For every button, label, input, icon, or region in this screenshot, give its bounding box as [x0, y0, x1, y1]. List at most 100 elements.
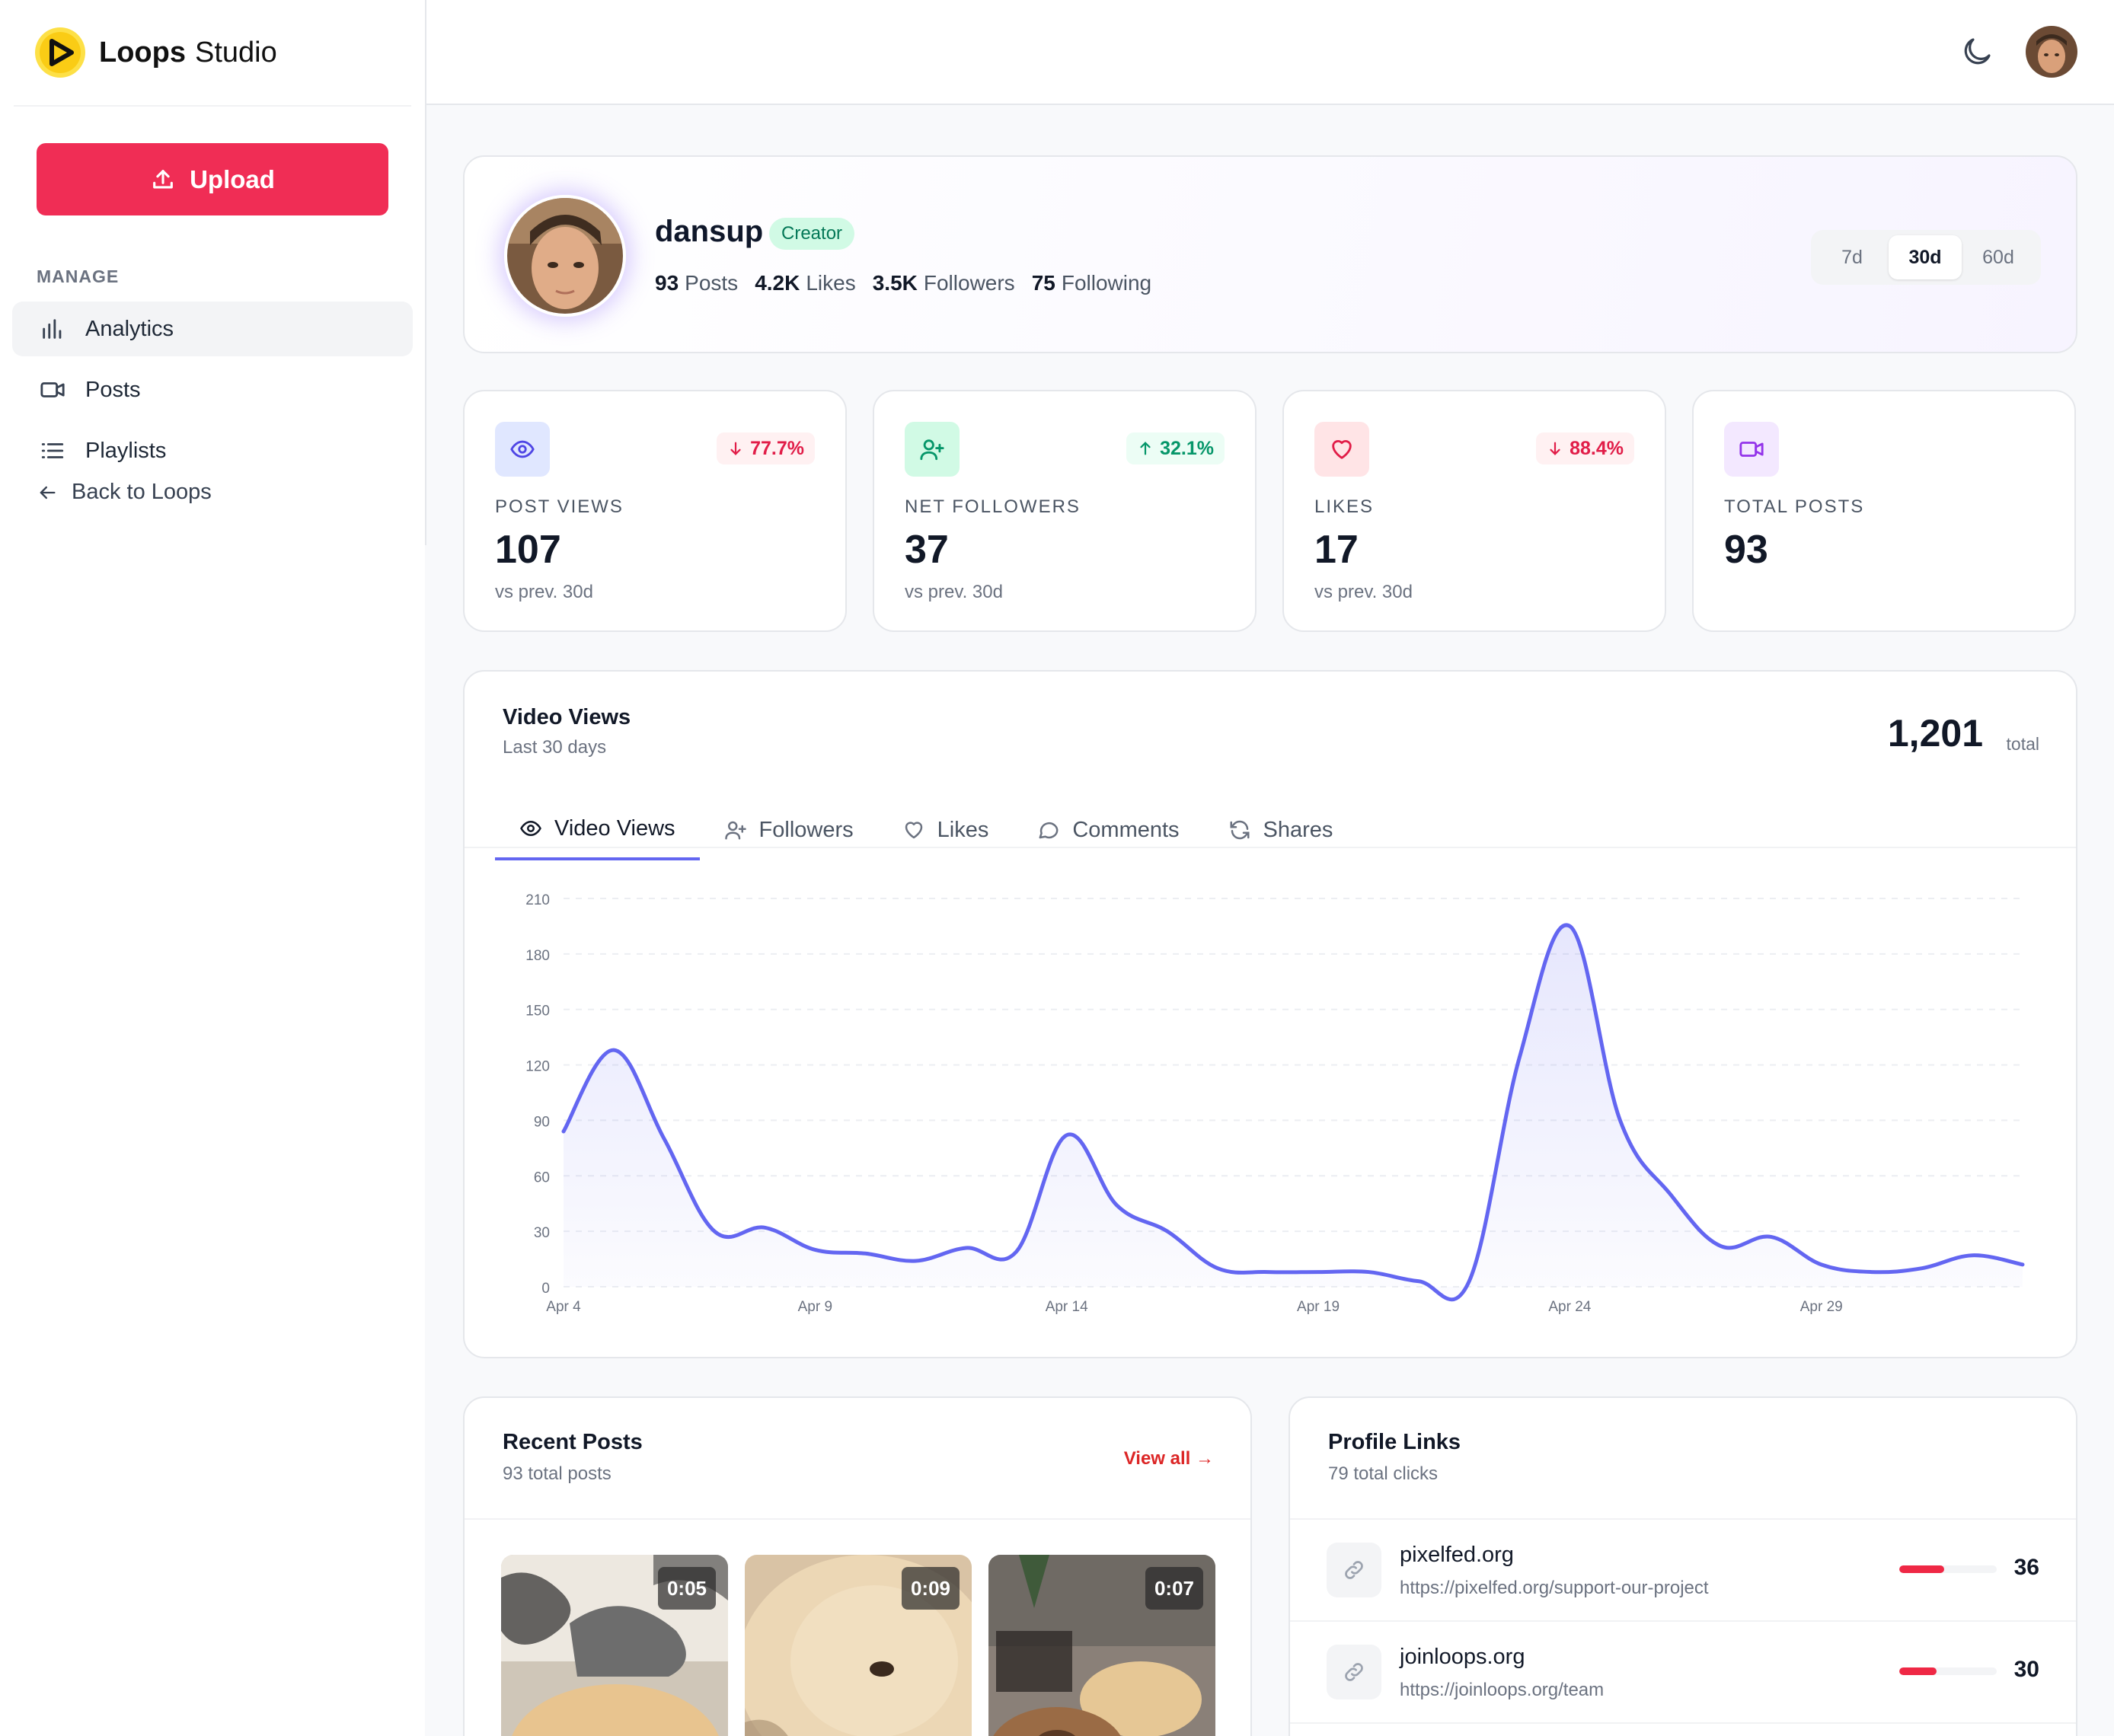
kpi-icon-wrap [495, 422, 550, 477]
video-icon [1739, 442, 1764, 457]
kpi-card-net-followers: 32.1% NET FOLLOWERS 37 vs prev. 30d [873, 390, 1257, 632]
profile-links-subtitle: 79 total clicks [1328, 1463, 1439, 1484]
tab-followers[interactable]: Followers [700, 799, 878, 860]
eye-icon [520, 820, 541, 837]
brand-suffix: Studio [194, 36, 277, 69]
chart-title: Video Views [503, 705, 631, 729]
user-plus-icon [920, 439, 944, 461]
comment-icon [1039, 822, 1059, 839]
arrow-left-icon [40, 486, 56, 499]
heart-icon [905, 822, 922, 839]
kpi-value: 37 [905, 528, 949, 572]
link-name: pixelfed.org [1400, 1543, 1514, 1567]
range-30d-button[interactable]: 30d [1889, 235, 1962, 279]
kpi-icon-wrap [1724, 422, 1779, 477]
sidebar-item-label: Analytics [85, 316, 174, 341]
x-tick-label: Apr 24 [1548, 1299, 1591, 1315]
y-tick-label: 180 [525, 948, 550, 964]
kpi-subtext: vs prev. 30d [495, 582, 593, 602]
link-click-count: 36 [2013, 1555, 2039, 1580]
video-icon [40, 382, 65, 397]
link-row[interactable]: pixelfed.org https://pixelfed.org/suppor… [1290, 1520, 2076, 1622]
arrow-down-icon [1550, 442, 1560, 455]
kpi-value: 93 [1724, 528, 1768, 572]
sidebar-item-posts[interactable]: Posts [12, 362, 413, 417]
kpi-subtext: vs prev. 30d [1314, 582, 1413, 602]
kpi-label: POST VIEWS [495, 496, 624, 517]
x-tick-label: Apr 29 [1800, 1299, 1843, 1315]
back-label: Back to Loops [72, 480, 212, 504]
profile-avatar [504, 195, 626, 317]
upload-label: Upload [190, 164, 275, 193]
bar-chart-icon [43, 319, 62, 339]
arrow-down-icon [730, 442, 741, 455]
back-to-loops-link[interactable]: Back to Loops [37, 480, 212, 505]
kpi-label: NET FOLLOWERS [905, 496, 1081, 517]
profile-links-title: Profile Links [1328, 1430, 1461, 1454]
username: dansup [655, 215, 764, 248]
y-tick-label: 0 [541, 1281, 550, 1297]
brand[interactable]: Loops Studio [35, 27, 277, 78]
moon-icon[interactable] [1959, 34, 1995, 70]
range-7d-button[interactable]: 7d [1815, 235, 1889, 279]
link-icon [1345, 1561, 1363, 1579]
chart-total-value: 1,201 [1887, 712, 1983, 755]
recent-posts-title: Recent Posts [503, 1430, 643, 1454]
section-label: MANAGE [37, 266, 120, 286]
y-tick-label: 30 [534, 1225, 550, 1241]
x-tick-label: Apr 19 [1297, 1299, 1340, 1315]
x-tick-label: Apr 4 [546, 1299, 581, 1315]
tabs-divider [465, 847, 2076, 848]
range-60d-button[interactable]: 60d [1962, 235, 2035, 279]
tab-video-views[interactable]: Video Views [495, 799, 700, 860]
divider [1290, 1620, 2076, 1622]
kpi-icon-wrap [1314, 422, 1369, 477]
video-duration: 0:09 [901, 1567, 960, 1610]
tab-likes[interactable]: Likes [878, 799, 1014, 860]
posts-stat: 93 Posts [655, 271, 739, 295]
kpi-label: TOTAL POSTS [1724, 496, 1865, 517]
tab-shares[interactable]: Shares [1204, 799, 1358, 860]
link-icon-wrap [1327, 1543, 1381, 1597]
y-tick-label: 120 [525, 1059, 550, 1075]
link-icon [1345, 1663, 1363, 1681]
recent-posts-subtitle: 93 total posts [503, 1463, 612, 1484]
y-tick-label: 90 [534, 1114, 550, 1130]
user-avatar[interactable] [2026, 26, 2077, 78]
tab-comments[interactable]: Comments [1013, 799, 1203, 860]
link-url: https://pixelfed.org/support-our-project [1400, 1578, 1709, 1598]
post-thumbnail[interactable]: 0:05 [501, 1555, 728, 1736]
link-bar-fill [1899, 1667, 1937, 1675]
sidebar-item-label: Playlists [85, 438, 167, 463]
list-icon [41, 443, 64, 458]
video-views-chart: 0 30 60 90 120 150 180 210 Apr 4 Apr 9 Apr 14 Apr 1… [525, 892, 2025, 1315]
y-tick-label: 210 [525, 892, 550, 908]
link-url: https://joinloops.org/team [1400, 1680, 1605, 1700]
kpi-card-post-views: 77.7% POST VIEWS 107 vs prev. 30d [463, 390, 847, 632]
upload-button[interactable]: Upload [37, 143, 388, 215]
kpi-subtext: vs prev. 30d [905, 582, 1003, 602]
sidebar-item-playlists[interactable]: Playlists [12, 423, 413, 478]
video-views-chart-card: Video Views Last 30 days 1,201 total Vid… [463, 670, 2077, 1358]
link-bar-fill [1899, 1565, 1944, 1573]
divider [1290, 1518, 2076, 1520]
user-plus-icon [724, 821, 746, 840]
post-thumbnail[interactable]: 0:07 [988, 1555, 1215, 1736]
link-row[interactable]: joinloops.org https://joinloops.org/team… [1290, 1622, 2076, 1724]
view-all-link[interactable]: View all → [1123, 1448, 1214, 1469]
refresh-icon [1230, 820, 1250, 840]
loops-logo-icon [35, 27, 85, 78]
sidebar-item-analytics[interactable]: Analytics [12, 302, 413, 356]
kpi-delta-badge: 77.7% [717, 432, 815, 464]
kpi-icon-wrap [905, 422, 960, 477]
creator-badge: Creator [769, 218, 855, 250]
sidebar: Loops Studio Upload MANAGE Analytics Pos… [0, 0, 425, 1736]
date-range-selector: 7d 30d 60d [1811, 230, 2041, 285]
kpi-value: 107 [495, 528, 561, 572]
chart-series-line [561, 923, 2025, 1302]
kpi-card-total-posts: TOTAL POSTS 93 [1692, 390, 2076, 632]
post-thumbnail[interactable]: 0:09 [745, 1555, 972, 1736]
kpi-value: 17 [1314, 528, 1359, 572]
kpi-card-likes: 88.4% LIKES 17 vs prev. 30d [1282, 390, 1666, 632]
followers-stat: 3.5K Followers [872, 271, 1015, 295]
